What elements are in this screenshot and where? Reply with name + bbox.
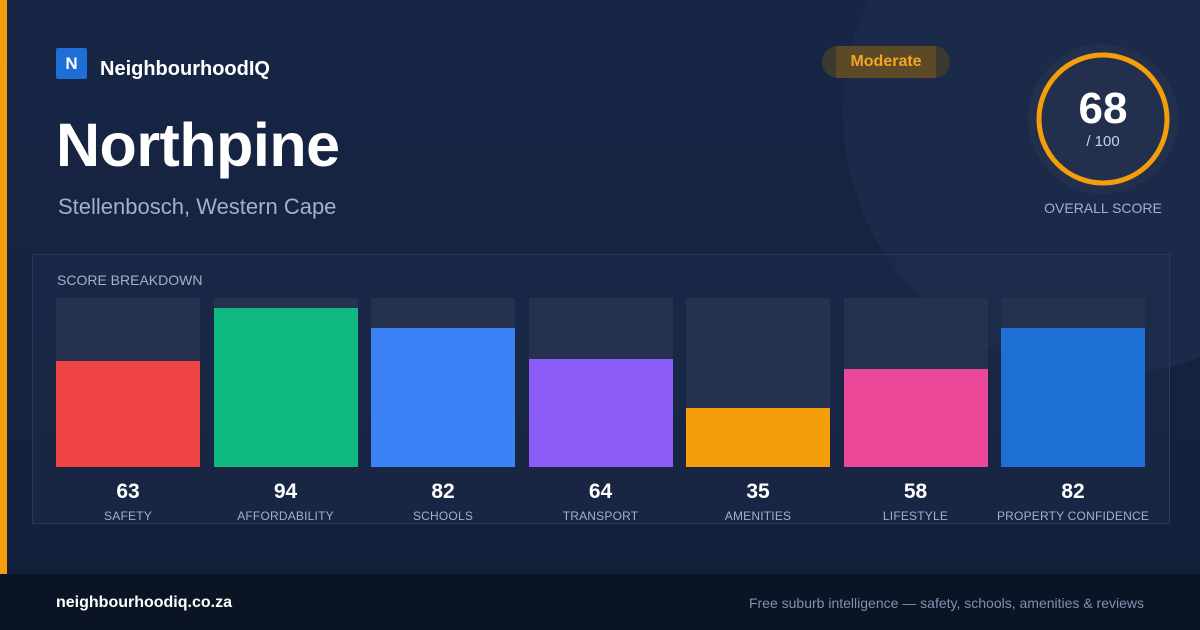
bar-track	[686, 298, 830, 467]
logo-icon: N	[56, 48, 87, 79]
overall-score-gauge: 68 / 100	[1028, 44, 1178, 194]
footer: neighbourhoodiq.co.za Free suburb intell…	[0, 574, 1200, 630]
bar-label: SCHOOLS	[412, 509, 474, 523]
bar-value: 58	[903, 480, 928, 503]
bar-label: AFFORDABILITY	[237, 509, 334, 523]
breakdown-bar-affordability: 94 AFFORDABILITY	[213, 298, 358, 523]
overall-score-label: OVERALL SCORE	[1044, 200, 1162, 216]
bar-fill	[686, 407, 830, 467]
score-ring-arc	[1036, 52, 1170, 186]
bar-track	[213, 298, 358, 467]
footer-tagline: Free suburb intelligence — safety, schoo…	[748, 595, 1144, 611]
bar-track	[56, 298, 200, 467]
breakdown-bar-schools: 82 SCHOOLS	[371, 298, 515, 523]
bar-fill	[56, 360, 200, 467]
bar-label: TRANSPORT	[562, 509, 639, 523]
breakdown-bar-amenities: 35 AMENITIES	[686, 298, 830, 523]
footer-url[interactable]: neighbourhoodiq.co.za	[56, 594, 232, 611]
bar-value: 82	[1061, 480, 1085, 503]
rating-badge: Moderate	[822, 46, 950, 78]
bar-label: SAFETY	[104, 509, 152, 523]
bar-track	[843, 298, 988, 467]
score-ring	[1028, 44, 1178, 194]
breakdown-bars: 63 SAFETY 94 AFFORDABILITY 82 SCHOOLS 64 TRANSP…	[56, 298, 1149, 523]
bar-track	[1001, 298, 1145, 467]
rating-badge-label: Moderate	[850, 53, 922, 70]
hero-card: N NeighbourhoodIQ Northpine Stellenbosch…	[0, 0, 1200, 574]
bar-fill	[843, 368, 988, 467]
bar-fill	[371, 328, 515, 467]
breakdown-title: SCORE BREAKDOWN	[57, 272, 203, 288]
breakdown-bar-property-confidence: 82 PROPERTY CONFIDENCE	[997, 298, 1149, 523]
bar-value: 82	[431, 480, 455, 503]
breakdown-bar-lifestyle: 58 LIFESTYLE	[843, 298, 988, 523]
bar-value: 94	[273, 480, 298, 503]
bar-value: 35	[746, 480, 770, 503]
overall-score-value: 68	[1078, 84, 1128, 133]
bar-label: LIFESTYLE	[882, 509, 949, 523]
bar-fill	[1001, 328, 1145, 467]
breakdown-bar-transport: 64 TRANSPORT	[528, 298, 673, 523]
bar-fill	[528, 358, 673, 467]
bar-fill	[213, 308, 358, 467]
bar-track	[371, 298, 515, 467]
bar-value: 63	[116, 480, 140, 503]
accent-bar	[0, 0, 7, 574]
overall-score-max: / 100	[1086, 133, 1120, 150]
bar-label: AMENITIES	[724, 509, 792, 523]
breakdown-bar-safety: 63 SAFETY	[56, 298, 200, 523]
score-breakdown-panel: SCORE BREAKDOWN 63 SAFETY 94 AFFORDABILITY 8…	[32, 254, 1170, 524]
bar-label: PROPERTY CONFIDENCE	[996, 509, 1150, 523]
bar-track	[528, 298, 673, 467]
brand[interactable]: N NeighbourhoodIQ	[56, 46, 270, 81]
brand-name: NeighbourhoodIQ	[100, 58, 270, 80]
suburb-region: Stellenbosch, Western Cape	[58, 194, 337, 219]
suburb-title: Northpine	[56, 111, 340, 179]
bar-value: 64	[588, 480, 613, 503]
